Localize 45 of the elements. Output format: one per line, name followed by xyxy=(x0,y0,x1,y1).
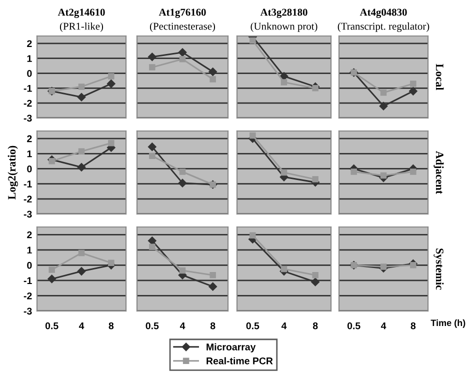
x-tick-label: 4 xyxy=(78,322,84,330)
y-tick-label: 0 xyxy=(27,165,32,172)
x-tick-label: 8 xyxy=(108,322,114,330)
legend-label: Microarray xyxy=(206,343,256,352)
x-tick-label: 8 xyxy=(312,322,318,330)
x-tick-label: 0.5 xyxy=(347,322,360,330)
chart-title: At2g14610 xyxy=(58,8,105,18)
y-tick-label: 1 xyxy=(27,150,32,158)
y-tick-label: -1 xyxy=(24,85,32,92)
legend-label: Real-time PCR xyxy=(206,357,273,364)
y-tick-label: 0 xyxy=(27,262,32,269)
y2-axis-title: Adjacent xyxy=(434,151,444,194)
y-tick-label: -2 xyxy=(24,196,32,202)
x-axis-title: Time (h) xyxy=(430,319,466,328)
y-tick-label: 1 xyxy=(27,55,32,62)
x-tick-label: 4 xyxy=(281,322,287,330)
y-tick-label: -2 xyxy=(24,100,32,107)
chart-title: At1g76160 xyxy=(158,8,206,18)
y2-axis-title: Systemic xyxy=(434,248,444,290)
y-tick-label: 2 xyxy=(27,40,32,47)
x-tick-label: 8 xyxy=(410,322,416,330)
y-axis-title: Log2(ratio) xyxy=(8,146,18,200)
y-tick-label: -3 xyxy=(24,114,32,122)
y-tick-label: 2 xyxy=(27,135,32,142)
x-tick-label: 4 xyxy=(380,322,386,330)
x-tick-label: 0.5 xyxy=(246,322,260,330)
y-tick-label: -1 xyxy=(24,277,32,284)
chart-subtitle: (Pectinesterase) xyxy=(150,22,216,32)
chart-title: At4g04830 xyxy=(360,8,407,18)
y-tick-label: 0 xyxy=(27,70,32,77)
chart-subtitle: (Transcript. regulator) xyxy=(338,22,430,32)
y-tick-label: -3 xyxy=(24,308,32,315)
chart-subtitle: (PR1-like) xyxy=(60,22,104,32)
y-tick-label: 1 xyxy=(27,246,32,254)
y-tick-label: -1 xyxy=(24,180,32,188)
y2-axis-title: Local xyxy=(436,64,444,90)
y-tick-label: -2 xyxy=(24,292,32,300)
y-tick-label: 2 xyxy=(27,231,32,238)
y-tick-label: -3 xyxy=(24,210,32,218)
x-tick-label: 8 xyxy=(210,322,216,330)
x-tick-label: 0.5 xyxy=(146,322,159,330)
chart-title: At3g28180 xyxy=(260,8,308,18)
chart-subtitle: (Unknown prot) xyxy=(250,22,318,32)
x-tick-label: 4 xyxy=(180,322,186,330)
x-tick-label: 0.5 xyxy=(45,322,58,330)
